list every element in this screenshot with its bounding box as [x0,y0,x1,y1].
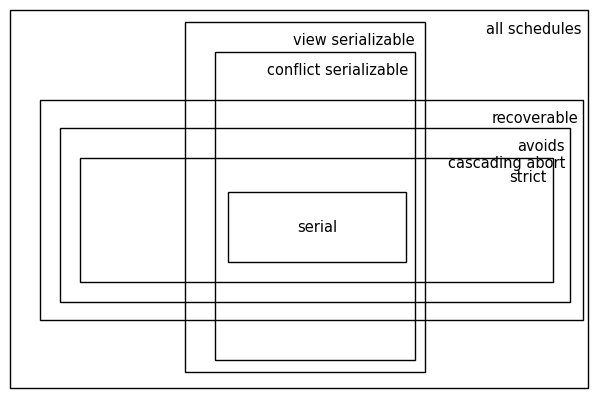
Text: avoids
cascading abort: avoids cascading abort [448,139,565,171]
Bar [40,100,583,320]
Text: conflict serializable: conflict serializable [267,63,408,78]
Text: serial: serial [297,220,337,234]
Bar [215,52,415,360]
Text: strict: strict [509,170,547,185]
Bar [60,128,570,302]
Bar [80,158,553,282]
Bar [185,22,425,372]
Bar [228,192,406,262]
Text: view serializable: view serializable [293,33,415,48]
Text: all schedules: all schedules [487,22,582,37]
Text: recoverable: recoverable [491,111,578,126]
